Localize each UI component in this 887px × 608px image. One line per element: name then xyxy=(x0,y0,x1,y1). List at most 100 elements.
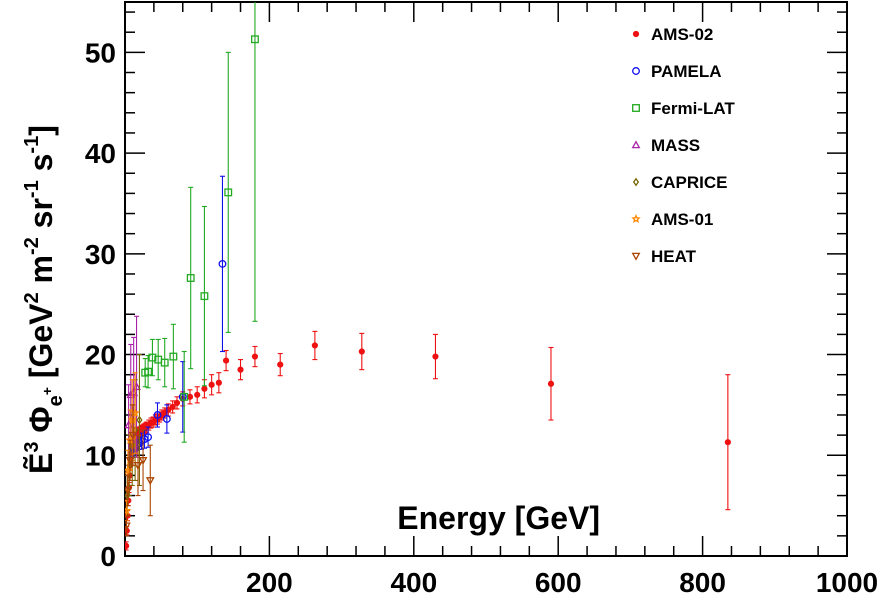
point-marker xyxy=(218,259,227,268)
point-marker xyxy=(169,352,178,361)
legend-label: CAPRICE xyxy=(651,173,728,192)
plot-frame xyxy=(124,1,848,557)
legend-item: HEAT xyxy=(631,247,697,266)
legend-item: Fermi-LAT xyxy=(632,99,735,118)
x-tick-label: 800 xyxy=(679,567,726,598)
data-point xyxy=(153,402,162,428)
point-marker xyxy=(311,342,318,349)
data-point xyxy=(251,2,259,322)
data-point xyxy=(224,51,233,333)
y-tick-label: 30 xyxy=(85,239,116,270)
data-point xyxy=(358,332,365,371)
legend-marker xyxy=(632,30,640,38)
data-point xyxy=(173,396,181,410)
data-point xyxy=(200,205,209,387)
legend-label: HEAT xyxy=(651,247,697,266)
data-point xyxy=(311,330,318,361)
y-axis-title-supm2: -2 xyxy=(21,237,43,255)
point-marker xyxy=(186,274,195,282)
axis-ticks xyxy=(124,2,848,557)
y-axis-title-units-d: s xyxy=(23,154,59,181)
point-marker xyxy=(358,348,365,355)
legend-item: AMS-01 xyxy=(631,210,713,229)
point-marker xyxy=(547,380,555,387)
tick-labels: 200 400 600 800 1000 0 10 20 30 40 50 xyxy=(85,37,878,598)
legend-marker xyxy=(631,214,641,224)
data-point xyxy=(169,400,176,414)
legend-item: PAMELA xyxy=(632,62,722,81)
y-tick-label: 50 xyxy=(85,37,116,68)
legend-label: PAMELA xyxy=(651,62,722,81)
point-marker xyxy=(125,491,131,500)
y-axis-title-units-e: ] xyxy=(23,125,59,136)
data-point xyxy=(251,345,259,368)
legend-marker xyxy=(632,104,640,112)
y-tick-label: 20 xyxy=(85,340,116,371)
point-marker xyxy=(169,403,176,411)
point-marker xyxy=(251,353,259,360)
data-point xyxy=(145,444,155,517)
legend-marker xyxy=(632,67,640,75)
point-marker xyxy=(194,391,201,398)
legend-label: MASS xyxy=(651,136,700,155)
data-point xyxy=(144,426,153,448)
point-marker xyxy=(160,358,169,367)
point-marker xyxy=(133,462,143,470)
point-marker xyxy=(208,381,215,388)
series-heat xyxy=(125,404,155,537)
legend-marker xyxy=(631,140,641,149)
y-tick-label: 10 xyxy=(85,440,116,471)
y-axis-title-supm1b: -1 xyxy=(21,136,43,154)
point-marker xyxy=(432,353,439,360)
data-point xyxy=(277,352,284,377)
point-marker xyxy=(201,385,208,392)
data-point xyxy=(125,439,135,482)
point-marker xyxy=(222,357,230,364)
point-marker xyxy=(224,188,233,197)
series-fermi-lat xyxy=(141,2,259,443)
point-marker xyxy=(153,411,162,419)
legend-marker xyxy=(632,177,640,187)
point-marker xyxy=(724,439,731,446)
point-marker xyxy=(128,431,138,440)
y-axis-title: Ẽ3 Φe+ [GeV2 m-2 sr-1 s-1] xyxy=(21,125,67,474)
point-marker xyxy=(173,399,181,406)
data-point xyxy=(194,386,201,404)
data-point xyxy=(125,541,130,551)
y-axis-title-units-c: sr xyxy=(23,198,59,237)
point-marker xyxy=(237,366,244,373)
point-marker xyxy=(144,433,153,442)
data-point xyxy=(136,353,143,487)
legend-item: MASS xyxy=(631,136,700,155)
data-point xyxy=(138,429,148,492)
legend-label: AMS-02 xyxy=(651,25,713,44)
point-marker xyxy=(125,457,135,465)
data-point xyxy=(547,346,555,421)
data-point xyxy=(186,186,195,370)
data-point xyxy=(208,374,215,396)
point-marker xyxy=(125,487,133,496)
point-marker xyxy=(125,505,132,515)
legend-label: Fermi-LAT xyxy=(651,99,735,118)
data-point xyxy=(160,337,169,388)
y-axis-title-sub-e: e xyxy=(45,395,67,406)
data-point xyxy=(237,359,244,381)
y-tick-label: 0 xyxy=(100,541,116,572)
data-point xyxy=(180,350,189,443)
y-axis-title-sup2: 2 xyxy=(21,292,43,303)
point-marker xyxy=(138,457,148,465)
point-marker xyxy=(186,393,194,400)
x-tick-label: 200 xyxy=(246,567,293,598)
point-marker xyxy=(144,367,153,376)
point-marker xyxy=(145,477,155,486)
data-point xyxy=(186,389,194,405)
y-axis-title-supm1a: -1 xyxy=(21,180,43,198)
data-point xyxy=(724,374,731,511)
legend: AMS-02 PAMELA Fermi-LAT MASS CAPRICE AMS-01 HE… xyxy=(631,25,735,266)
data-point xyxy=(432,333,439,380)
point-marker xyxy=(251,35,259,44)
data-point xyxy=(162,404,171,434)
legend-label: AMS-01 xyxy=(651,210,713,229)
y-axis-title-units-a: [GeV xyxy=(23,303,59,387)
